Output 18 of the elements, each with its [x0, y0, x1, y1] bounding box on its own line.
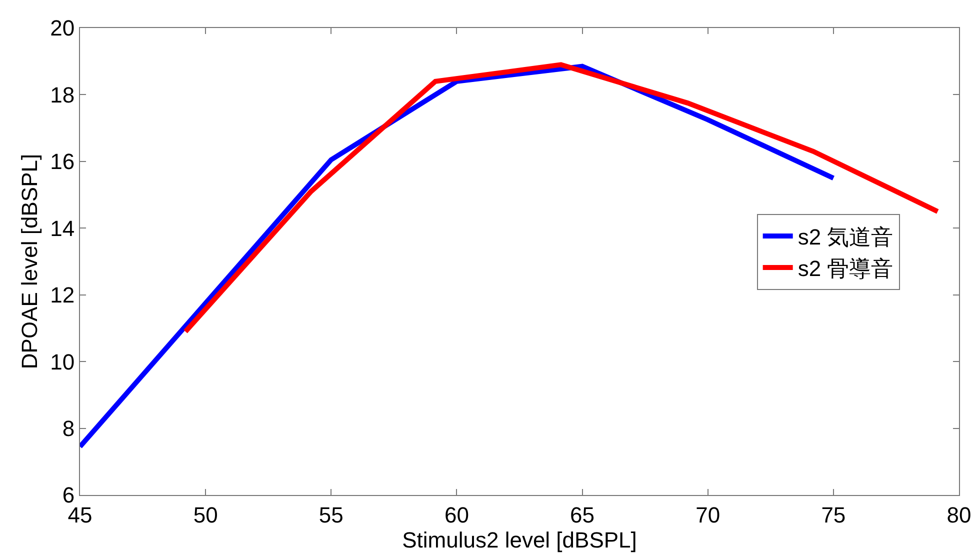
- legend-label: s2 骨導音: [798, 256, 894, 282]
- x-tick-label: 50: [193, 502, 218, 528]
- legend-label: s2 気道音: [798, 224, 894, 250]
- y-tick-label: 10: [50, 349, 75, 374]
- x-tick-label: 75: [821, 502, 846, 528]
- y-tick-label: 20: [50, 16, 75, 41]
- x-tick-label: 55: [318, 502, 344, 528]
- y-tick-label: 14: [50, 216, 75, 241]
- y-tick-label: 8: [62, 416, 75, 441]
- y-tick-label: 12: [50, 282, 75, 308]
- y-tick-label: 16: [50, 149, 75, 174]
- x-tick-label: 65: [570, 502, 595, 528]
- x-tick-label: 60: [444, 502, 469, 528]
- x-tick-label: 70: [696, 502, 720, 528]
- x-axis-title: Stimulus2 level [dBSPL]: [402, 527, 637, 552]
- y-axis-title: DPOAE level [dBSPL]: [16, 154, 42, 370]
- x-tick-label: 80: [946, 502, 972, 528]
- y-tick-label: 18: [50, 82, 75, 108]
